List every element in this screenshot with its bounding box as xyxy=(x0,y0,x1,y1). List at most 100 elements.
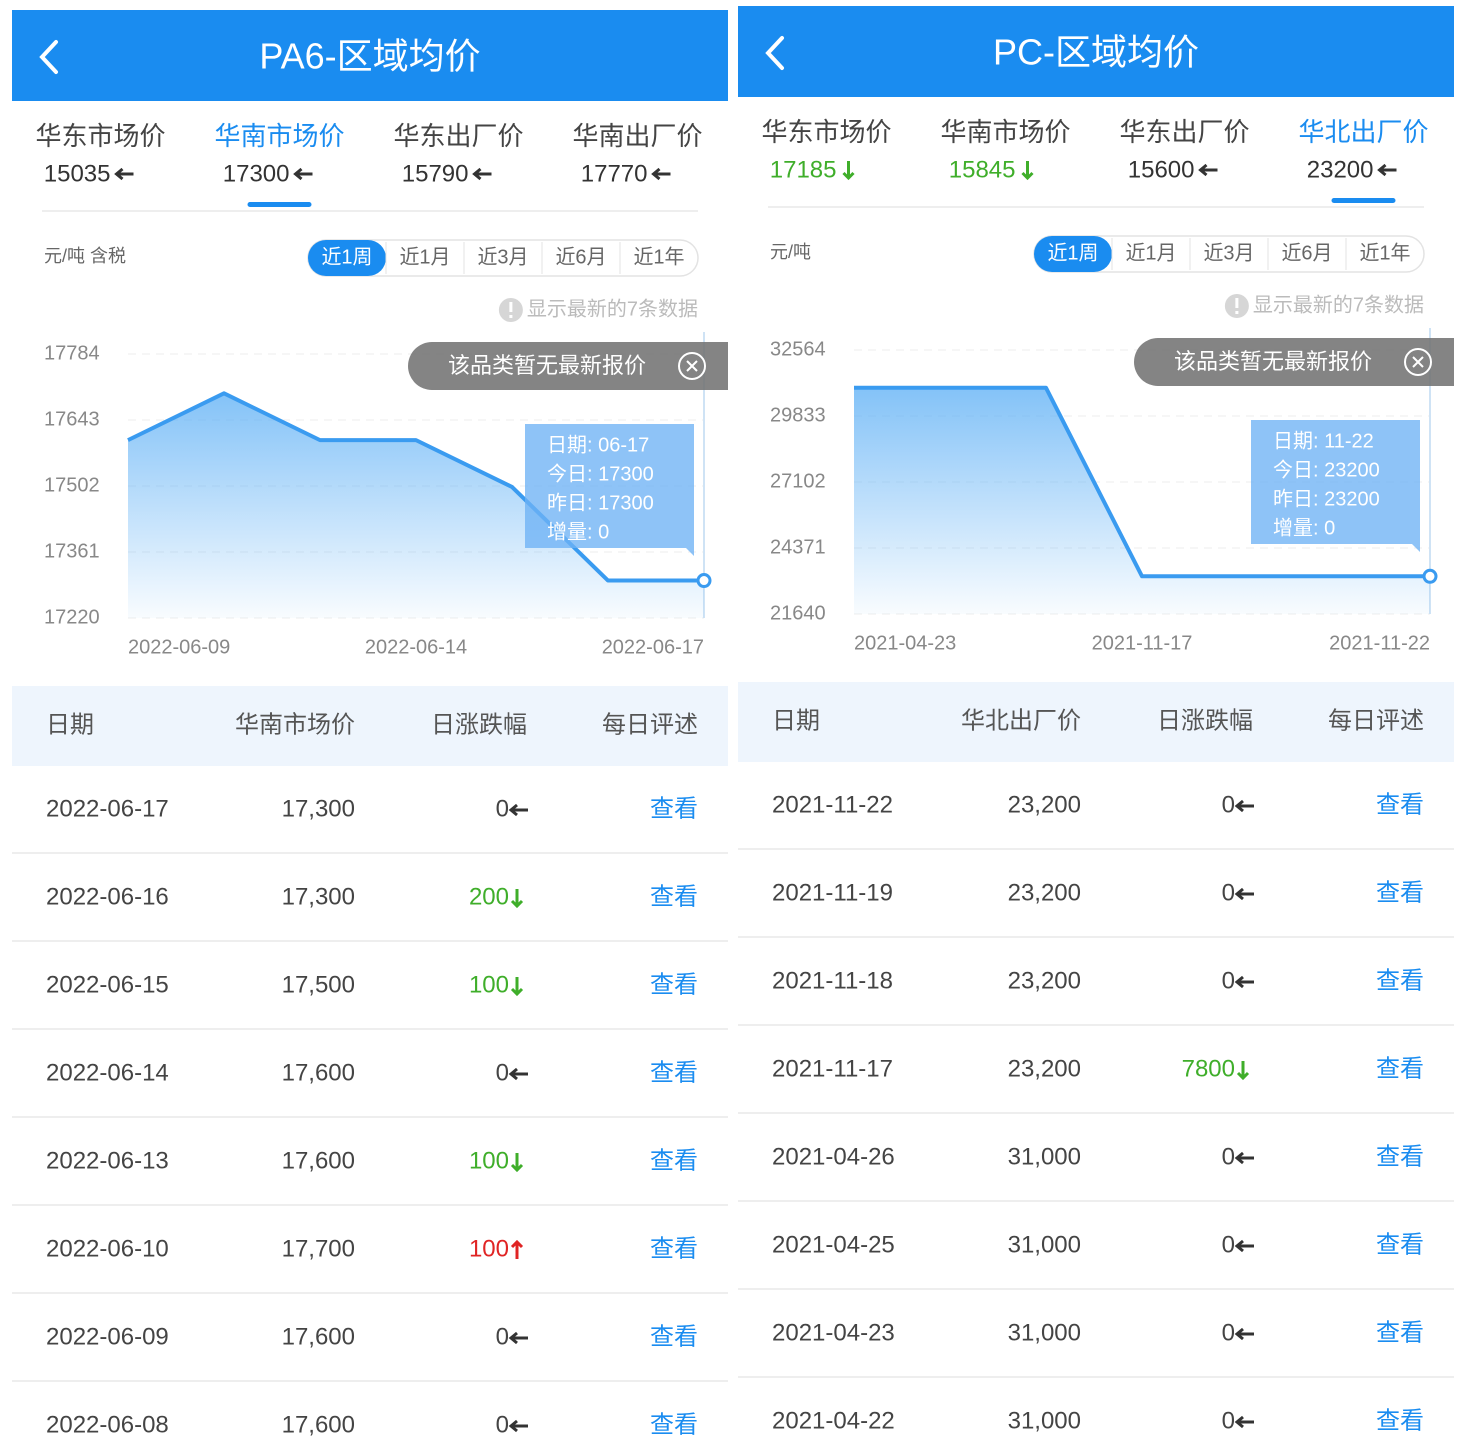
range-button[interactable]: 近1周 xyxy=(1047,241,1098,264)
range-button[interactable]: 近1月 xyxy=(1125,241,1176,264)
tooltip-line: 增量: 0 xyxy=(1273,516,1335,539)
price-tab[interactable]: 华东出厂价 15600 xyxy=(1119,117,1249,183)
table-header xyxy=(738,682,1454,762)
range-button[interactable]: 近1年 xyxy=(633,245,684,268)
cell-action[interactable]: 查看 xyxy=(1376,879,1424,906)
tab-value: 15600 xyxy=(1128,156,1195,183)
y-tick-label: 17361 xyxy=(44,540,100,562)
tab-underline xyxy=(247,202,312,207)
column-header: 日期 xyxy=(46,711,94,738)
tab-value: 15790 xyxy=(402,160,469,187)
tooltip-line: 今日: 17300 xyxy=(547,462,654,485)
cell-action[interactable]: 查看 xyxy=(650,1323,698,1350)
trend-icon xyxy=(508,1419,528,1433)
cell-change: 0 xyxy=(1222,791,1235,818)
y-tick-label: 17784 xyxy=(44,342,100,364)
cell-action[interactable]: 查看 xyxy=(1376,791,1424,818)
header-bar xyxy=(738,6,1454,97)
cell-date: 2022-06-14 xyxy=(46,1059,169,1086)
range-button[interactable]: 近3月 xyxy=(1203,241,1254,264)
cell-action[interactable]: 查看 xyxy=(650,1235,698,1262)
cell-action[interactable]: 查看 xyxy=(1376,1231,1424,1258)
range-button[interactable]: 近6月 xyxy=(555,245,606,268)
price-tab[interactable]: 华东出厂价 15790 xyxy=(393,121,523,187)
trend-icon xyxy=(1198,163,1218,177)
cell-date: 2022-06-15 xyxy=(46,971,169,998)
range-button[interactable]: 近1月 xyxy=(399,245,450,268)
range-button[interactable]: 近3月 xyxy=(477,245,528,268)
column-header: 日期 xyxy=(772,707,820,734)
note: 显示最新的7条数据 xyxy=(1253,293,1424,316)
end-dot xyxy=(696,573,712,589)
cell-action[interactable]: 查看 xyxy=(1376,1055,1424,1082)
y-tick-label: 21640 xyxy=(770,602,826,624)
cell-action[interactable]: 查看 xyxy=(1376,1407,1424,1434)
column-header: 华南市场价 xyxy=(235,711,355,738)
tab-value: 17185 xyxy=(770,156,837,183)
cell-change: 0 xyxy=(1222,967,1235,994)
cell-action[interactable]: 查看 xyxy=(1376,967,1424,994)
back-button[interactable] xyxy=(39,40,58,74)
cell-change: 0 xyxy=(1222,1143,1235,1170)
price-tab[interactable]: 华南市场价 15845 xyxy=(940,117,1070,183)
cell-action[interactable]: 查看 xyxy=(650,1147,698,1174)
price-tab[interactable]: 华南市场价 17300 xyxy=(214,121,345,207)
cell-price: 31,000 xyxy=(1008,1231,1081,1258)
cell-change: 0 xyxy=(496,1059,509,1086)
price-tab[interactable]: 华东市场价 17185 xyxy=(761,117,891,183)
cell-change: 0 xyxy=(496,1323,509,1350)
tab-value: 15845 xyxy=(949,156,1016,183)
tab-value: 23200 xyxy=(1307,156,1374,183)
header-bar xyxy=(12,10,728,101)
close-icon[interactable] xyxy=(678,352,706,380)
back-button[interactable] xyxy=(765,36,784,70)
tab-name: 华东出厂价 xyxy=(1119,117,1249,147)
cell-change: 0 xyxy=(496,795,509,822)
trend-icon xyxy=(472,167,492,181)
x-tick-label: 2021-04-23 xyxy=(854,632,956,654)
trend-icon xyxy=(1234,1239,1254,1253)
cell-price: 31,000 xyxy=(1008,1319,1081,1346)
cell-action[interactable]: 查看 xyxy=(650,883,698,910)
cell-action[interactable]: 查看 xyxy=(650,1059,698,1086)
trend-icon xyxy=(510,977,524,997)
table-header xyxy=(12,686,728,766)
tab-value: 17300 xyxy=(223,160,290,187)
close-icon[interactable] xyxy=(1404,348,1432,376)
cell-price: 17,300 xyxy=(282,795,355,822)
range-button[interactable]: 近1周 xyxy=(321,245,372,268)
trend-icon xyxy=(508,1331,528,1345)
close-x xyxy=(686,360,698,372)
cell-date: 2022-06-09 xyxy=(46,1323,169,1350)
cell-date: 2021-04-25 xyxy=(772,1231,895,1258)
cell-change: 0 xyxy=(1222,1231,1235,1258)
x-tick-label: 2021-11-22 xyxy=(1329,632,1430,654)
tab-name: 华南市场价 xyxy=(214,121,344,151)
cell-price: 23,200 xyxy=(1008,967,1081,994)
price-line xyxy=(127,391,704,583)
price-tab[interactable]: 华南出厂价 17770 xyxy=(572,121,702,187)
cell-change: 0 xyxy=(1222,1319,1235,1346)
price-tab[interactable]: 华北出厂价 23200 xyxy=(1298,117,1429,203)
cell-price: 17,300 xyxy=(282,883,355,910)
cell-date: 2022-06-16 xyxy=(46,883,169,910)
note: 显示最新的7条数据 xyxy=(527,297,698,320)
column-header: 日涨跌幅 xyxy=(1157,707,1253,734)
cell-action[interactable]: 查看 xyxy=(650,971,698,998)
cell-date: 2021-11-17 xyxy=(772,1055,893,1082)
cell-price: 31,000 xyxy=(1008,1407,1081,1434)
range-button[interactable]: 近1年 xyxy=(1359,241,1410,264)
cell-action[interactable]: 查看 xyxy=(1376,1143,1424,1170)
column-header: 华北出厂价 xyxy=(961,707,1081,734)
cell-action[interactable]: 查看 xyxy=(650,1411,698,1438)
cell-action[interactable]: 查看 xyxy=(650,795,698,822)
range-active xyxy=(308,240,386,276)
trend-icon xyxy=(842,161,855,181)
cell-price: 17,500 xyxy=(282,971,355,998)
cell-action[interactable]: 查看 xyxy=(1376,1319,1424,1346)
price-tab[interactable]: 华东市场价 15035 xyxy=(35,121,165,187)
tab-name: 华东市场价 xyxy=(35,121,165,151)
range-button[interactable]: 近6月 xyxy=(1281,241,1332,264)
y-tick-label: 17502 xyxy=(44,474,100,496)
